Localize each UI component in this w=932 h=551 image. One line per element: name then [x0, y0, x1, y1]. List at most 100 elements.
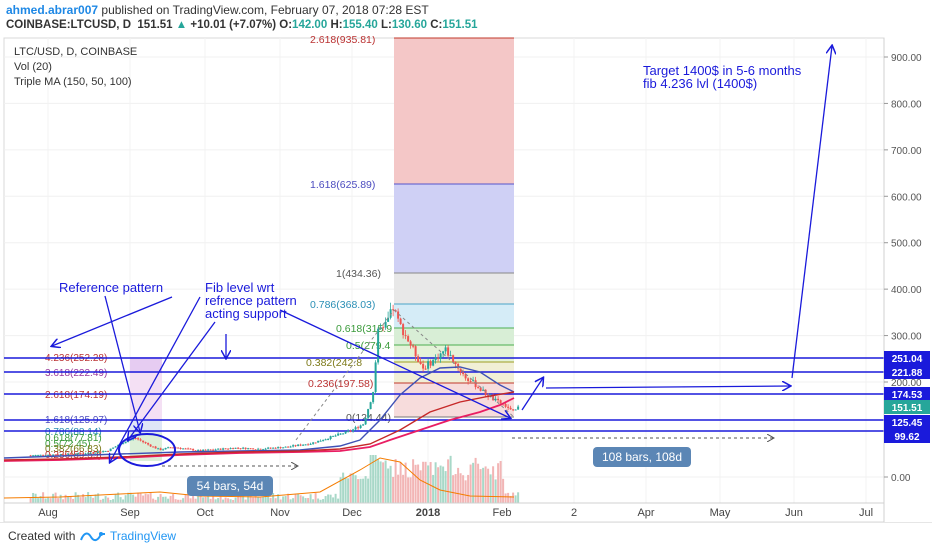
- volume-bar: [227, 498, 230, 503]
- candle-body: [152, 446, 155, 448]
- candle-body: [212, 449, 215, 451]
- ma-150-line: [3, 397, 515, 462]
- x-tick-label: Jul: [859, 507, 873, 519]
- candle-body: [234, 447, 237, 449]
- price-axis[interactable]: 900.00 800.00 700.00 600.00 500.00 400.00 300.…: [883, 38, 922, 522]
- candle-body: [317, 440, 320, 443]
- candle-body: [84, 453, 87, 455]
- y-tick-label: 600.00: [891, 192, 922, 203]
- volume-bar: [107, 497, 110, 503]
- volume-bar: [167, 498, 170, 503]
- candle-body: [357, 427, 360, 429]
- candle-body: [247, 448, 250, 450]
- candle-body: [62, 454, 65, 456]
- candle-body: [92, 452, 95, 454]
- volume-bar: [404, 462, 407, 503]
- volume-bar: [484, 466, 487, 503]
- volume-bar: [497, 463, 500, 503]
- volume-bar: [434, 462, 437, 503]
- volume-bar: [102, 498, 105, 503]
- candle-body: [217, 448, 220, 450]
- candle-body: [359, 425, 362, 429]
- candle-body: [309, 443, 312, 445]
- volume-bar: [294, 494, 297, 503]
- candle-body: [97, 451, 100, 453]
- candle-body: [167, 447, 170, 449]
- price-tag-text: 174.53: [892, 390, 923, 401]
- annotation-arrows[interactable]: [52, 46, 832, 467]
- volume-bar: [119, 497, 122, 503]
- volume-bar: [129, 492, 132, 503]
- support-resistance-lines[interactable]: [4, 357, 884, 432]
- volume-bar: [447, 459, 450, 503]
- candle-body: [227, 448, 230, 450]
- volume-bar: [307, 498, 310, 503]
- measure-badge-54: [187, 476, 273, 496]
- y-tick-label: 300.00: [891, 332, 922, 343]
- candle-body: [352, 429, 355, 432]
- volume-bar: [132, 494, 135, 503]
- chart-area[interactable]: 2.618(935.81) 1.618(625.89) 1(434.36) 0.786…: [0, 34, 932, 523]
- candle-body: [462, 372, 465, 375]
- candle-body: [204, 449, 207, 451]
- candle-body: [289, 446, 292, 448]
- volume-bar: [67, 496, 70, 503]
- candle-body: [214, 449, 217, 451]
- volume-bar: [314, 493, 317, 503]
- candle-body: [57, 454, 60, 456]
- volume-bar: [384, 460, 387, 503]
- volume-bar: [299, 495, 302, 503]
- x-tick-label: 2: [571, 507, 577, 519]
- x-tick-label: Apr: [637, 507, 654, 519]
- volume-bar: [184, 494, 187, 503]
- candle-body: [372, 392, 375, 403]
- candle-body: [517, 406, 520, 410]
- volume-bar: [289, 499, 292, 503]
- candle-body: [294, 445, 297, 447]
- volume-bar: [189, 498, 192, 503]
- candle-body: [422, 364, 425, 369]
- volume-bar: [154, 499, 157, 503]
- volume-bar: [117, 492, 120, 503]
- candle-body: [89, 452, 92, 454]
- volume-bar: [504, 493, 507, 503]
- volume-bar: [359, 478, 362, 503]
- candle-body: [112, 447, 115, 449]
- candle-body: [182, 448, 185, 450]
- candle-body: [334, 435, 337, 437]
- volume-bar: [104, 496, 107, 503]
- volume-bar: [322, 499, 325, 503]
- author-link[interactable]: ahmed.abrar007: [6, 3, 99, 17]
- fib-zone-gray: [394, 273, 514, 304]
- candle-body: [319, 440, 322, 442]
- candle-body: [52, 454, 55, 456]
- volume-bar: [392, 476, 395, 503]
- fib-level-label: 0.236(197.58): [308, 378, 373, 390]
- volume-bar: [354, 475, 357, 503]
- fib-left-level-label: 3.618(222.49): [45, 368, 107, 379]
- footer: Created with TradingView: [0, 522, 932, 551]
- tradingview-logo-icon[interactable]: [80, 528, 106, 544]
- volume-bar: [112, 499, 115, 503]
- candle-body: [284, 446, 287, 448]
- candle-body: [504, 403, 507, 407]
- volume-bar: [157, 496, 160, 503]
- volume-bar: [134, 496, 137, 503]
- candle-body: [142, 440, 145, 443]
- tradingview-brand[interactable]: TradingView: [110, 529, 177, 543]
- last-price: 151.51: [137, 19, 173, 31]
- candle-body: [354, 427, 357, 430]
- candle-body: [224, 448, 227, 450]
- candle-body: [377, 328, 380, 363]
- candle-body: [499, 400, 502, 404]
- time-axis[interactable]: Aug Sep Oct Nov Dec 2018 Feb 2 Apr May Jun Jul: [4, 502, 884, 519]
- candle-body: [332, 435, 335, 437]
- fib-level-label: 2.618(935.81): [310, 36, 375, 46]
- candle-body: [44, 455, 47, 457]
- price-chart[interactable]: 2.618(935.81) 1.618(625.89) 1(434.36) 0.786…: [0, 34, 932, 523]
- candle-body: [132, 438, 135, 440]
- volume-bar: [237, 493, 240, 503]
- price-tag: [884, 387, 930, 401]
- x-tick-label: Aug: [38, 507, 58, 519]
- volume-bar: [494, 479, 497, 503]
